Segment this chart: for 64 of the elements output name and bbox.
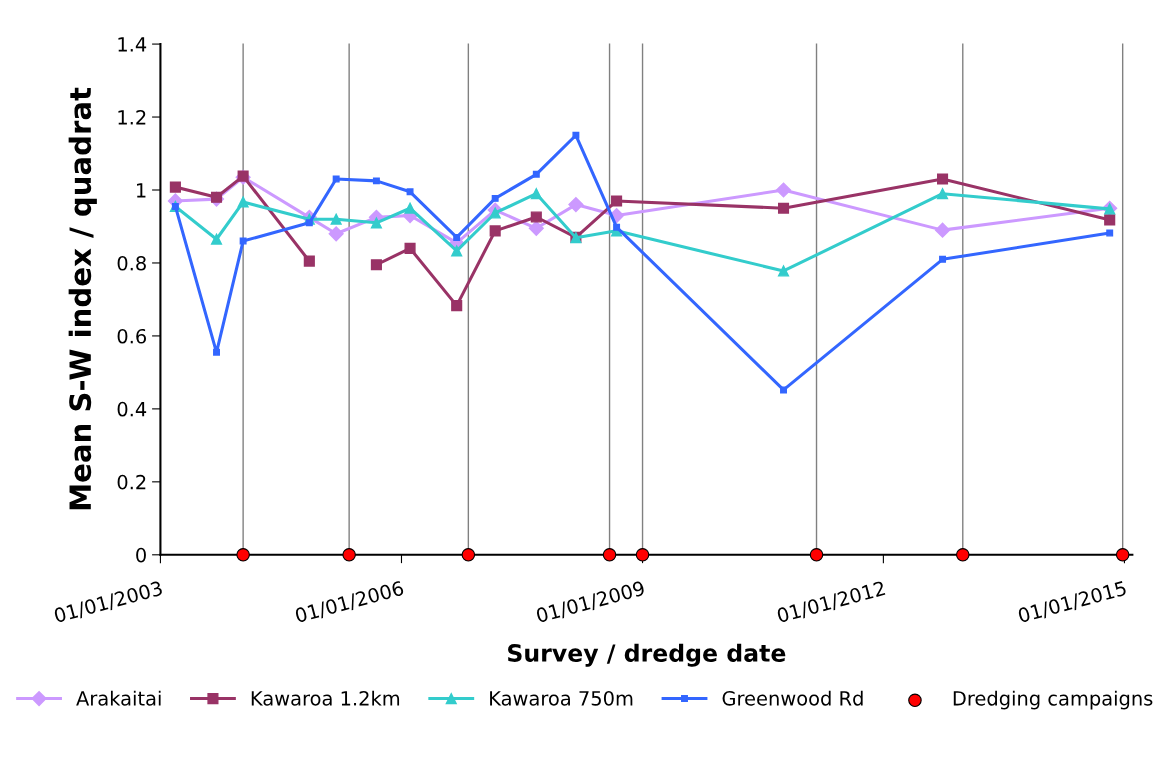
point [775,182,792,198]
point [451,300,463,312]
point [451,245,463,257]
legend-label: Dredging campaigns [953,690,1153,710]
point [453,233,461,241]
point [370,217,382,229]
y-axis-title: Mean S-W index / quadrat [68,87,97,510]
point [939,255,947,263]
point [809,548,824,562]
x-axis-title: Survey / dredge date [508,643,786,667]
point [237,196,249,208]
point [239,237,247,245]
point [936,173,949,185]
point [532,170,540,178]
point [530,188,542,200]
point [342,548,356,562]
point [404,202,416,214]
point [372,177,380,185]
point [777,265,790,277]
point [305,219,313,227]
point [780,386,787,394]
point [1104,214,1116,226]
legend-label: Arakaitai [76,690,161,706]
point [332,175,340,183]
point [530,211,542,223]
legend-label: Greenwood Rd [722,690,863,706]
y-tick-label: 1.4 [118,37,147,52]
point [934,222,951,238]
point [328,226,344,242]
point [303,255,315,267]
point [370,259,382,271]
point [1115,548,1130,562]
point [528,220,544,236]
y-tick-label: 1 [137,183,146,198]
point [936,188,949,200]
point [169,181,181,193]
y-tick-label: 1.2 [118,110,146,125]
point [406,188,414,196]
point [330,213,342,225]
point [210,233,223,245]
point [489,225,501,237]
legend-label: Kawaroa 750m [490,690,633,706]
y-tick-label: 0.6 [117,328,147,344]
point [489,207,501,219]
point [572,131,580,139]
y-tick-label: 0.2 [117,474,146,490]
point [210,191,223,203]
point [611,195,623,207]
point [568,197,584,213]
point [1106,229,1114,237]
point [602,548,617,562]
point [777,202,790,214]
point [236,548,250,562]
y-tick-label: 0.8 [117,255,146,271]
point [613,223,621,231]
point [956,548,970,562]
legend-label: Kawaroa 1.2km [251,690,400,706]
point [635,548,650,562]
y-tick-label: 0 [136,547,146,563]
y-tick-label: 0.4 [117,401,147,417]
point [491,194,499,202]
point [404,242,416,254]
point [213,348,220,356]
point [461,548,476,562]
